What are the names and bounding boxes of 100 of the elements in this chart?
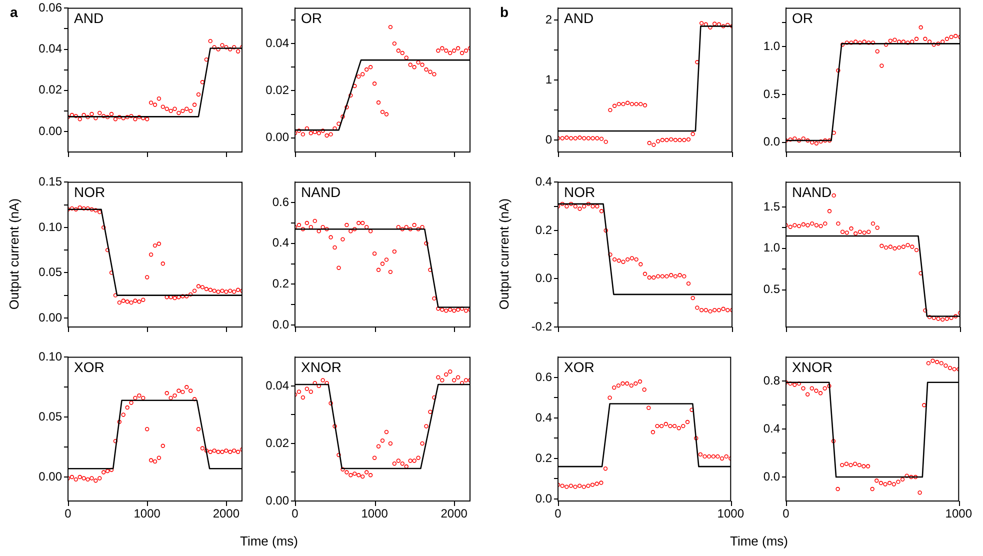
point [796, 138, 802, 143]
point [616, 383, 621, 388]
point [801, 222, 806, 226]
point [866, 230, 871, 234]
point [685, 420, 690, 424]
y-tick-label: 1 [545, 72, 552, 86]
chart-title: NAND [301, 184, 341, 200]
point [716, 308, 722, 312]
point [380, 110, 385, 114]
point [117, 114, 122, 120]
chart-title: OR [301, 10, 322, 26]
point [236, 49, 240, 54]
point [836, 486, 840, 492]
point [568, 484, 574, 488]
chart-title: NOR [74, 184, 106, 200]
point [818, 224, 823, 228]
point [360, 220, 365, 226]
point [340, 467, 345, 472]
point [392, 462, 397, 466]
point [180, 108, 185, 114]
point [927, 314, 932, 320]
point [94, 208, 98, 212]
point [694, 436, 698, 440]
point [678, 138, 682, 142]
point [832, 193, 836, 198]
point [448, 308, 452, 312]
point [340, 237, 345, 242]
point [98, 476, 102, 480]
point [392, 41, 397, 46]
point [918, 25, 923, 30]
point [160, 104, 166, 109]
point [936, 42, 940, 46]
point [608, 396, 612, 400]
point [909, 474, 914, 480]
y-tick-label: 0.0 [763, 134, 780, 149]
point [629, 383, 634, 388]
y-axis-title: Output current (nA) [496, 198, 512, 310]
point [74, 477, 78, 482]
point [113, 117, 118, 122]
point [930, 358, 935, 363]
point [616, 102, 621, 106]
point [936, 316, 940, 321]
y-tick-label: 0.2 [535, 450, 552, 465]
point [910, 244, 914, 249]
y-tick-label: 0.4 [535, 174, 552, 189]
point [320, 378, 325, 382]
point [336, 122, 341, 126]
point [939, 361, 944, 366]
point [568, 202, 574, 206]
y-tick-label: 0.4 [272, 236, 290, 250]
point [204, 286, 209, 292]
point [706, 454, 712, 459]
point [952, 367, 956, 372]
point [806, 138, 810, 143]
point [814, 141, 819, 146]
point [188, 388, 193, 393]
point [586, 484, 590, 488]
y-tick-label: 0.04 [266, 36, 290, 50]
point [788, 137, 792, 142]
point [188, 108, 193, 114]
text: a [10, 4, 18, 20]
point [232, 290, 236, 294]
y-tick-label: 0.0 [535, 271, 552, 286]
point [892, 38, 897, 42]
point [814, 223, 819, 228]
point [690, 296, 695, 300]
point [440, 378, 444, 382]
point [232, 45, 236, 50]
point [408, 62, 412, 67]
y-tick-label: 0.04 [38, 42, 62, 56]
point [70, 112, 74, 118]
point [196, 284, 201, 288]
point [801, 386, 806, 390]
point [344, 222, 349, 228]
y-tick-label: -0.2 [531, 319, 552, 334]
point [818, 391, 823, 396]
point [392, 249, 397, 254]
point [655, 424, 660, 428]
x-tick-label: 0 [292, 506, 299, 521]
point [364, 67, 369, 72]
point [698, 452, 703, 457]
point [949, 34, 954, 40]
point [296, 128, 302, 133]
point [720, 456, 724, 461]
point [98, 210, 102, 214]
point [599, 136, 604, 141]
point [216, 47, 220, 52]
point [220, 450, 224, 454]
point [192, 102, 197, 107]
point [141, 396, 146, 400]
point [724, 454, 728, 459]
point [926, 361, 931, 366]
point [372, 251, 377, 256]
point [129, 400, 134, 405]
x-tick-label: 1000 [717, 506, 744, 521]
point [940, 317, 945, 322]
point [590, 136, 595, 140]
point [121, 298, 126, 303]
point [388, 270, 393, 274]
point [634, 257, 638, 262]
